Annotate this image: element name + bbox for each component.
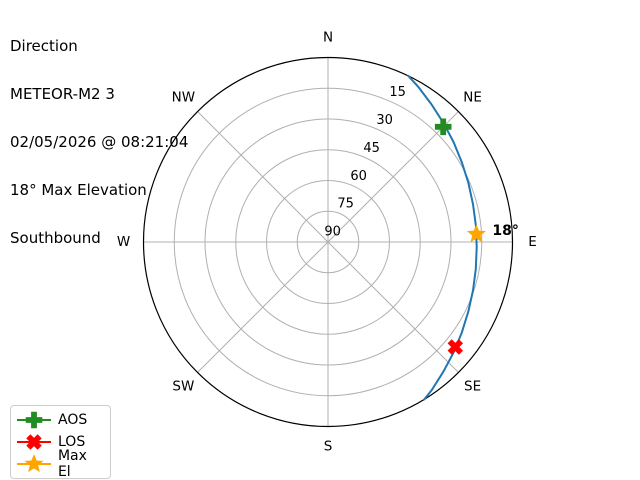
legend-item-maxel: Max El	[15, 448, 104, 480]
compass-label-NW: NW	[172, 89, 195, 105]
max-elevation-text: 18° Max Elevation	[10, 181, 147, 199]
pass-datetime: 02/05/2026 @ 08:21:04	[10, 133, 189, 151]
compass-label-NE: NE	[463, 89, 482, 105]
legend-label-maxel: Max El	[57, 448, 87, 480]
elevation-tick-label-30: 30	[376, 113, 393, 128]
legend-los-x-icon	[17, 434, 51, 450]
compass-label-S: S	[324, 439, 333, 455]
max-elevation-annotation: 18°	[492, 223, 518, 239]
elevation-tick-label-15: 15	[389, 85, 406, 100]
pass-info-block: Direction METEOR-M2 3 02/05/2026 @ 08:21…	[10, 6, 188, 278]
azimuth-spoke-SE	[327, 241, 459, 373]
compass-label-SE: SE	[464, 379, 481, 395]
los-marker	[447, 339, 464, 355]
aos-marker	[434, 118, 452, 136]
compass-label-N: N	[323, 30, 333, 46]
legend-aos-plus-icon	[17, 411, 51, 429]
satellite-name: METEOR-M2 3	[10, 85, 115, 103]
azimuth-spoke-NE	[327, 111, 459, 243]
elevation-tick-label-75: 75	[337, 197, 354, 212]
compass-label-E: E	[528, 234, 537, 250]
legend-item-aos: AOS	[15, 409, 104, 431]
legend: AOS LOS Max El	[10, 405, 111, 480]
azimuth-spoke-NW	[197, 111, 329, 243]
compass-label-W: W	[117, 234, 130, 250]
legend-maxel-star-icon	[17, 454, 51, 473]
elevation-tick-label-45: 45	[363, 141, 380, 156]
azimuth-spoke-SW	[197, 241, 329, 373]
legend-item-los: LOS	[15, 431, 104, 453]
elevation-tick-label-90: 90	[324, 225, 341, 240]
pass-direction: Southbound	[10, 229, 101, 247]
elevation-tick-label-60: 60	[350, 169, 367, 184]
chart-title: Direction	[10, 37, 78, 55]
legend-label-los: LOS	[58, 434, 86, 450]
horizon-circle	[142, 56, 514, 428]
compass-label-SW: SW	[172, 379, 194, 395]
maxel-marker	[466, 224, 486, 243]
legend-label-aos: AOS	[58, 412, 88, 428]
